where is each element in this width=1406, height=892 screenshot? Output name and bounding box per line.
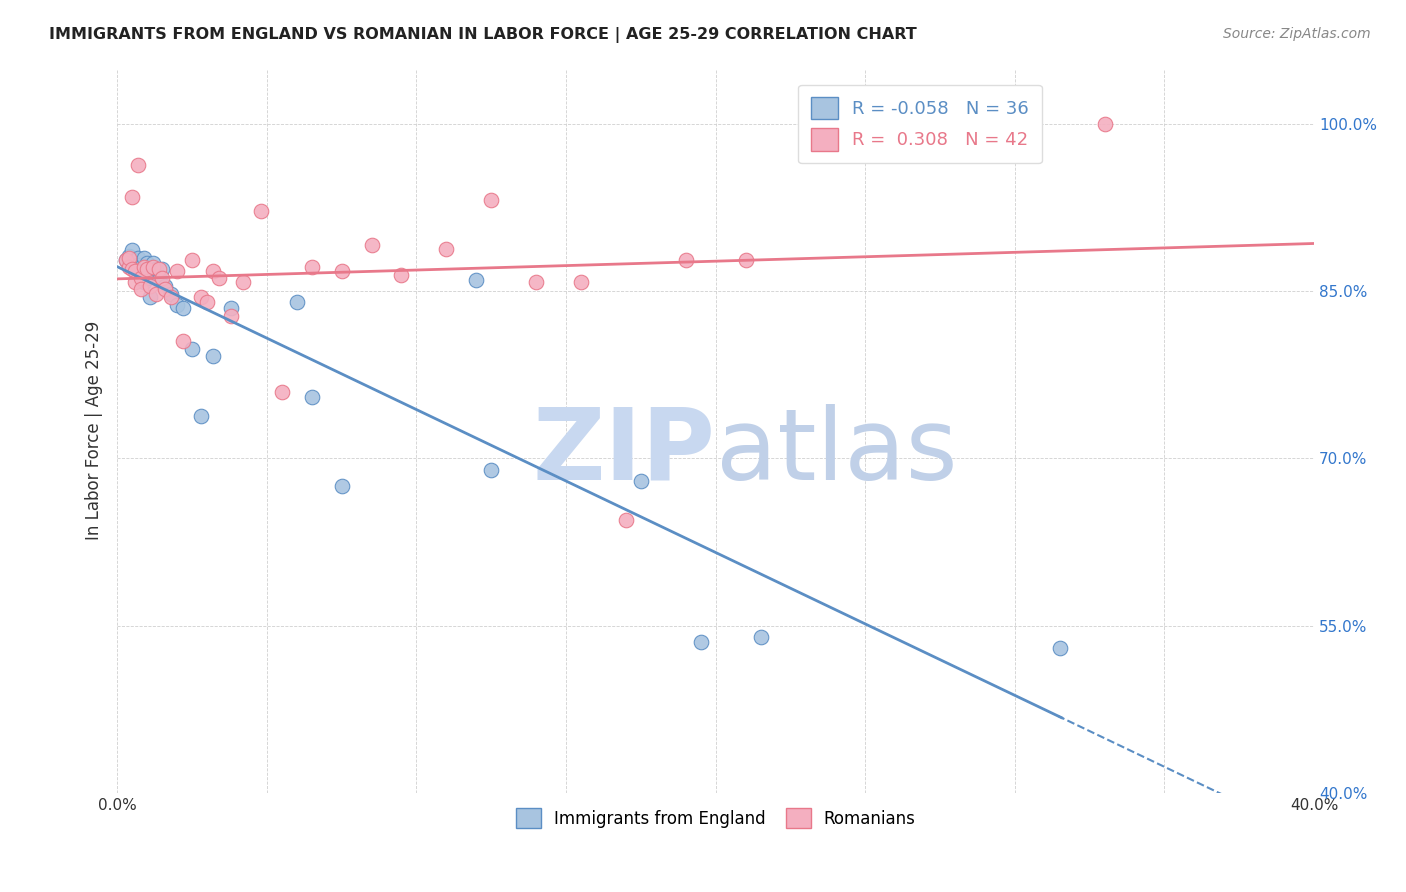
Y-axis label: In Labor Force | Age 25-29: In Labor Force | Age 25-29 (86, 321, 103, 541)
Point (166, 264, 188, 278)
Text: Source: ZipAtlas.com: Source: ZipAtlas.com (1223, 27, 1371, 41)
Point (129, 264, 152, 278)
Point (524, 276, 547, 290)
Point (150, 262, 173, 277)
Point (181, 253, 204, 268)
Text: ZIP: ZIP (533, 404, 716, 500)
Point (136, 256, 159, 270)
Point (208, 271, 231, 285)
Point (136, 262, 159, 277)
Point (330, 479, 353, 493)
Point (118, 249, 141, 263)
Point (134, 251, 156, 265)
Point (118, 260, 141, 274)
Point (172, 334, 194, 349)
Point (124, 276, 146, 290)
Point (614, 513, 637, 527)
Point (479, 193, 502, 207)
Point (675, 253, 697, 268)
Point (145, 286, 167, 301)
Point (330, 264, 353, 278)
Point (153, 278, 176, 293)
Point (115, 253, 138, 268)
Point (160, 286, 183, 301)
Point (142, 260, 165, 274)
Point (172, 301, 194, 315)
Point (181, 343, 204, 357)
Point (118, 253, 141, 268)
Point (145, 262, 167, 277)
Point (118, 251, 141, 265)
Point (121, 189, 143, 203)
Point (630, 474, 652, 488)
Point (190, 409, 212, 423)
Point (301, 390, 323, 404)
Point (195, 295, 218, 310)
Point (124, 253, 146, 268)
Text: IMMIGRANTS FROM ENGLAND VS ROMANIAN IN LABOR FORCE | AGE 25-29 CORRELATION CHART: IMMIGRANTS FROM ENGLAND VS ROMANIAN IN L… (49, 27, 917, 43)
Legend: Immigrants from England, Romanians: Immigrants from England, Romanians (509, 801, 922, 835)
Point (360, 237, 382, 252)
Point (166, 298, 188, 312)
Point (124, 258, 146, 272)
Point (121, 262, 143, 277)
Point (250, 204, 273, 219)
Point (160, 290, 183, 304)
Point (148, 262, 170, 277)
Point (1049, 640, 1071, 655)
Point (434, 242, 457, 256)
Point (301, 260, 323, 274)
Point (134, 260, 156, 274)
Point (201, 264, 224, 278)
Point (153, 282, 176, 296)
Point (129, 260, 152, 274)
Point (127, 258, 149, 272)
Point (465, 273, 488, 287)
Point (569, 276, 592, 290)
Point (148, 273, 170, 287)
Point (190, 290, 212, 304)
Point (129, 271, 152, 285)
Point (127, 251, 149, 265)
Point (689, 635, 711, 649)
Point (201, 349, 224, 363)
Point (129, 282, 152, 296)
Point (219, 301, 242, 315)
Point (285, 295, 308, 310)
Point (270, 384, 292, 399)
Point (1094, 117, 1116, 131)
Point (134, 276, 156, 290)
Point (139, 278, 162, 293)
Point (734, 253, 756, 268)
Point (479, 462, 502, 476)
Text: atlas: atlas (716, 404, 957, 500)
Point (142, 256, 165, 270)
Point (139, 290, 162, 304)
Point (115, 253, 138, 268)
Point (136, 271, 159, 285)
Point (121, 243, 143, 257)
Point (219, 309, 242, 323)
Point (391, 268, 413, 282)
Point (749, 630, 772, 644)
Point (127, 158, 149, 172)
Point (232, 276, 254, 290)
Point (124, 264, 146, 278)
Point (150, 271, 173, 285)
